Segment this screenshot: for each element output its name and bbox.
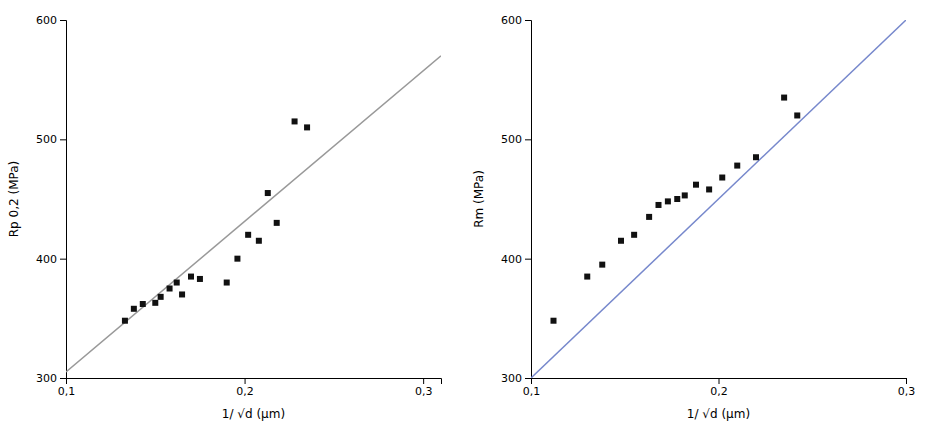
scatter-point (274, 220, 280, 226)
trend-line (66, 56, 441, 372)
trend-line (531, 20, 906, 378)
y-axis-title: Rp 0,2 (MPa) (7, 161, 21, 237)
scatter-point (674, 196, 680, 202)
x-tick: 0,1 (523, 378, 541, 398)
x-tick: 0,2 (236, 378, 254, 398)
x-tick: 0,3 (898, 378, 916, 398)
y-tick-label: 500 (501, 133, 522, 146)
scatter-point (734, 163, 740, 169)
y-tick: 400 (501, 253, 531, 266)
scatter-point (794, 112, 800, 118)
y-axis: 300 400 500 600 (501, 14, 532, 385)
scatter-point (174, 280, 180, 286)
x-tick-label: 0,1 (58, 385, 76, 398)
y-tick-label: 400 (36, 253, 57, 266)
y-tick-mark (525, 20, 531, 21)
chart-svg: 0,1 0,2 0,3 300 400 500 600 1/ √d (µm) Rp 0,2 (M… (0, 0, 930, 428)
y-tick: 400 (36, 253, 66, 266)
scatter-point (179, 291, 185, 297)
y-tick-label: 400 (501, 253, 522, 266)
scatter-point (234, 256, 240, 262)
y-tick: 500 (501, 133, 531, 146)
x-tick: 0,2 (710, 378, 728, 398)
x-tick-mark (719, 378, 720, 384)
x-tick: 0,1 (58, 378, 76, 398)
scatter-point (167, 286, 173, 292)
scatter-point (188, 274, 194, 280)
y-tick-label: 600 (36, 14, 57, 27)
x-tick-label: 0,1 (523, 385, 541, 398)
x-axis-title: 1/ √d (µm) (687, 407, 750, 421)
scatter-point (584, 274, 590, 280)
y-axis: 300 400 500 600 (36, 14, 67, 385)
x-axis-line (67, 379, 442, 385)
x-tick: 0,3 (415, 378, 433, 398)
scatter-point (197, 276, 203, 282)
scatter-point (646, 214, 652, 220)
scatter-point (158, 294, 164, 300)
panel: 0,1 0,2 0,3 300 400 500 600 1/ √d (µm) Rp 0,2 (M… (7, 14, 442, 421)
plot-area (66, 56, 441, 372)
x-tick-label: 0,2 (710, 385, 728, 398)
scatter-point (224, 280, 230, 286)
x-axis: 0,1 0,2 0,3 (58, 378, 442, 398)
scatter-point (140, 301, 146, 307)
scatter-point (122, 318, 128, 324)
y-tick-label: 500 (36, 133, 57, 146)
chart-container: 0,1 0,2 0,3 300 400 500 600 1/ √d (µm) Rp 0,2 (M… (0, 0, 930, 428)
y-tick: 500 (36, 133, 66, 146)
x-tick-label: 0,3 (415, 385, 433, 398)
x-axis: 0,1 0,2 0,3 (523, 378, 916, 398)
x-tick-label: 0,2 (236, 385, 254, 398)
y-tick-label: 300 (36, 372, 57, 385)
panel: 0,1 0,2 0,3 300 400 500 600 1/ √d (µm) Rm (MPa) (472, 14, 915, 421)
scatter-point (265, 190, 271, 196)
scatter-point (292, 118, 298, 124)
scatter-point (781, 95, 787, 101)
y-tick-mark (525, 378, 531, 379)
scatter-point (551, 318, 557, 324)
y-tick-mark (60, 259, 66, 260)
scatter-point (599, 262, 605, 268)
x-tick-mark (423, 378, 424, 384)
scatter-point (618, 238, 624, 244)
y-tick: 300 (36, 372, 66, 385)
y-tick-mark (525, 259, 531, 260)
scatter-point (131, 306, 137, 312)
scatter-point (693, 182, 699, 188)
plot-area (531, 20, 906, 378)
scatter-point (753, 154, 759, 160)
y-axis-line (60, 21, 67, 379)
y-tick-mark (60, 139, 66, 140)
scatter-point (665, 198, 671, 204)
scatter-point (656, 202, 662, 208)
x-tick-mark (906, 378, 907, 384)
y-tick-label: 300 (501, 372, 522, 385)
y-tick: 600 (36, 14, 66, 27)
y-tick: 300 (501, 372, 531, 385)
scatter-point (631, 232, 637, 238)
y-tick-mark (60, 378, 66, 379)
x-tick-mark (245, 378, 246, 384)
x-tick-label: 0,3 (898, 385, 916, 398)
y-tick-mark (60, 20, 66, 21)
scatter-point (682, 192, 688, 198)
scatter-point (719, 175, 725, 181)
y-axis-title: Rm (MPa) (472, 170, 486, 228)
y-tick-label: 600 (501, 14, 522, 27)
x-axis-title: 1/ √d (µm) (222, 407, 285, 421)
scatter-point (256, 238, 262, 244)
y-axis-line (525, 21, 532, 379)
x-axis-line (532, 379, 907, 385)
y-tick-mark (525, 139, 531, 140)
y-tick: 600 (501, 14, 531, 27)
scatter-point (245, 232, 251, 238)
scatter-point (706, 186, 712, 192)
scatter-point (152, 300, 158, 306)
scatter-point (304, 124, 310, 130)
